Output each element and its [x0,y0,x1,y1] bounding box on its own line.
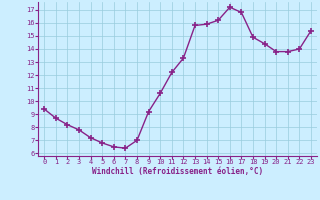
X-axis label: Windchill (Refroidissement éolien,°C): Windchill (Refroidissement éolien,°C) [92,167,263,176]
